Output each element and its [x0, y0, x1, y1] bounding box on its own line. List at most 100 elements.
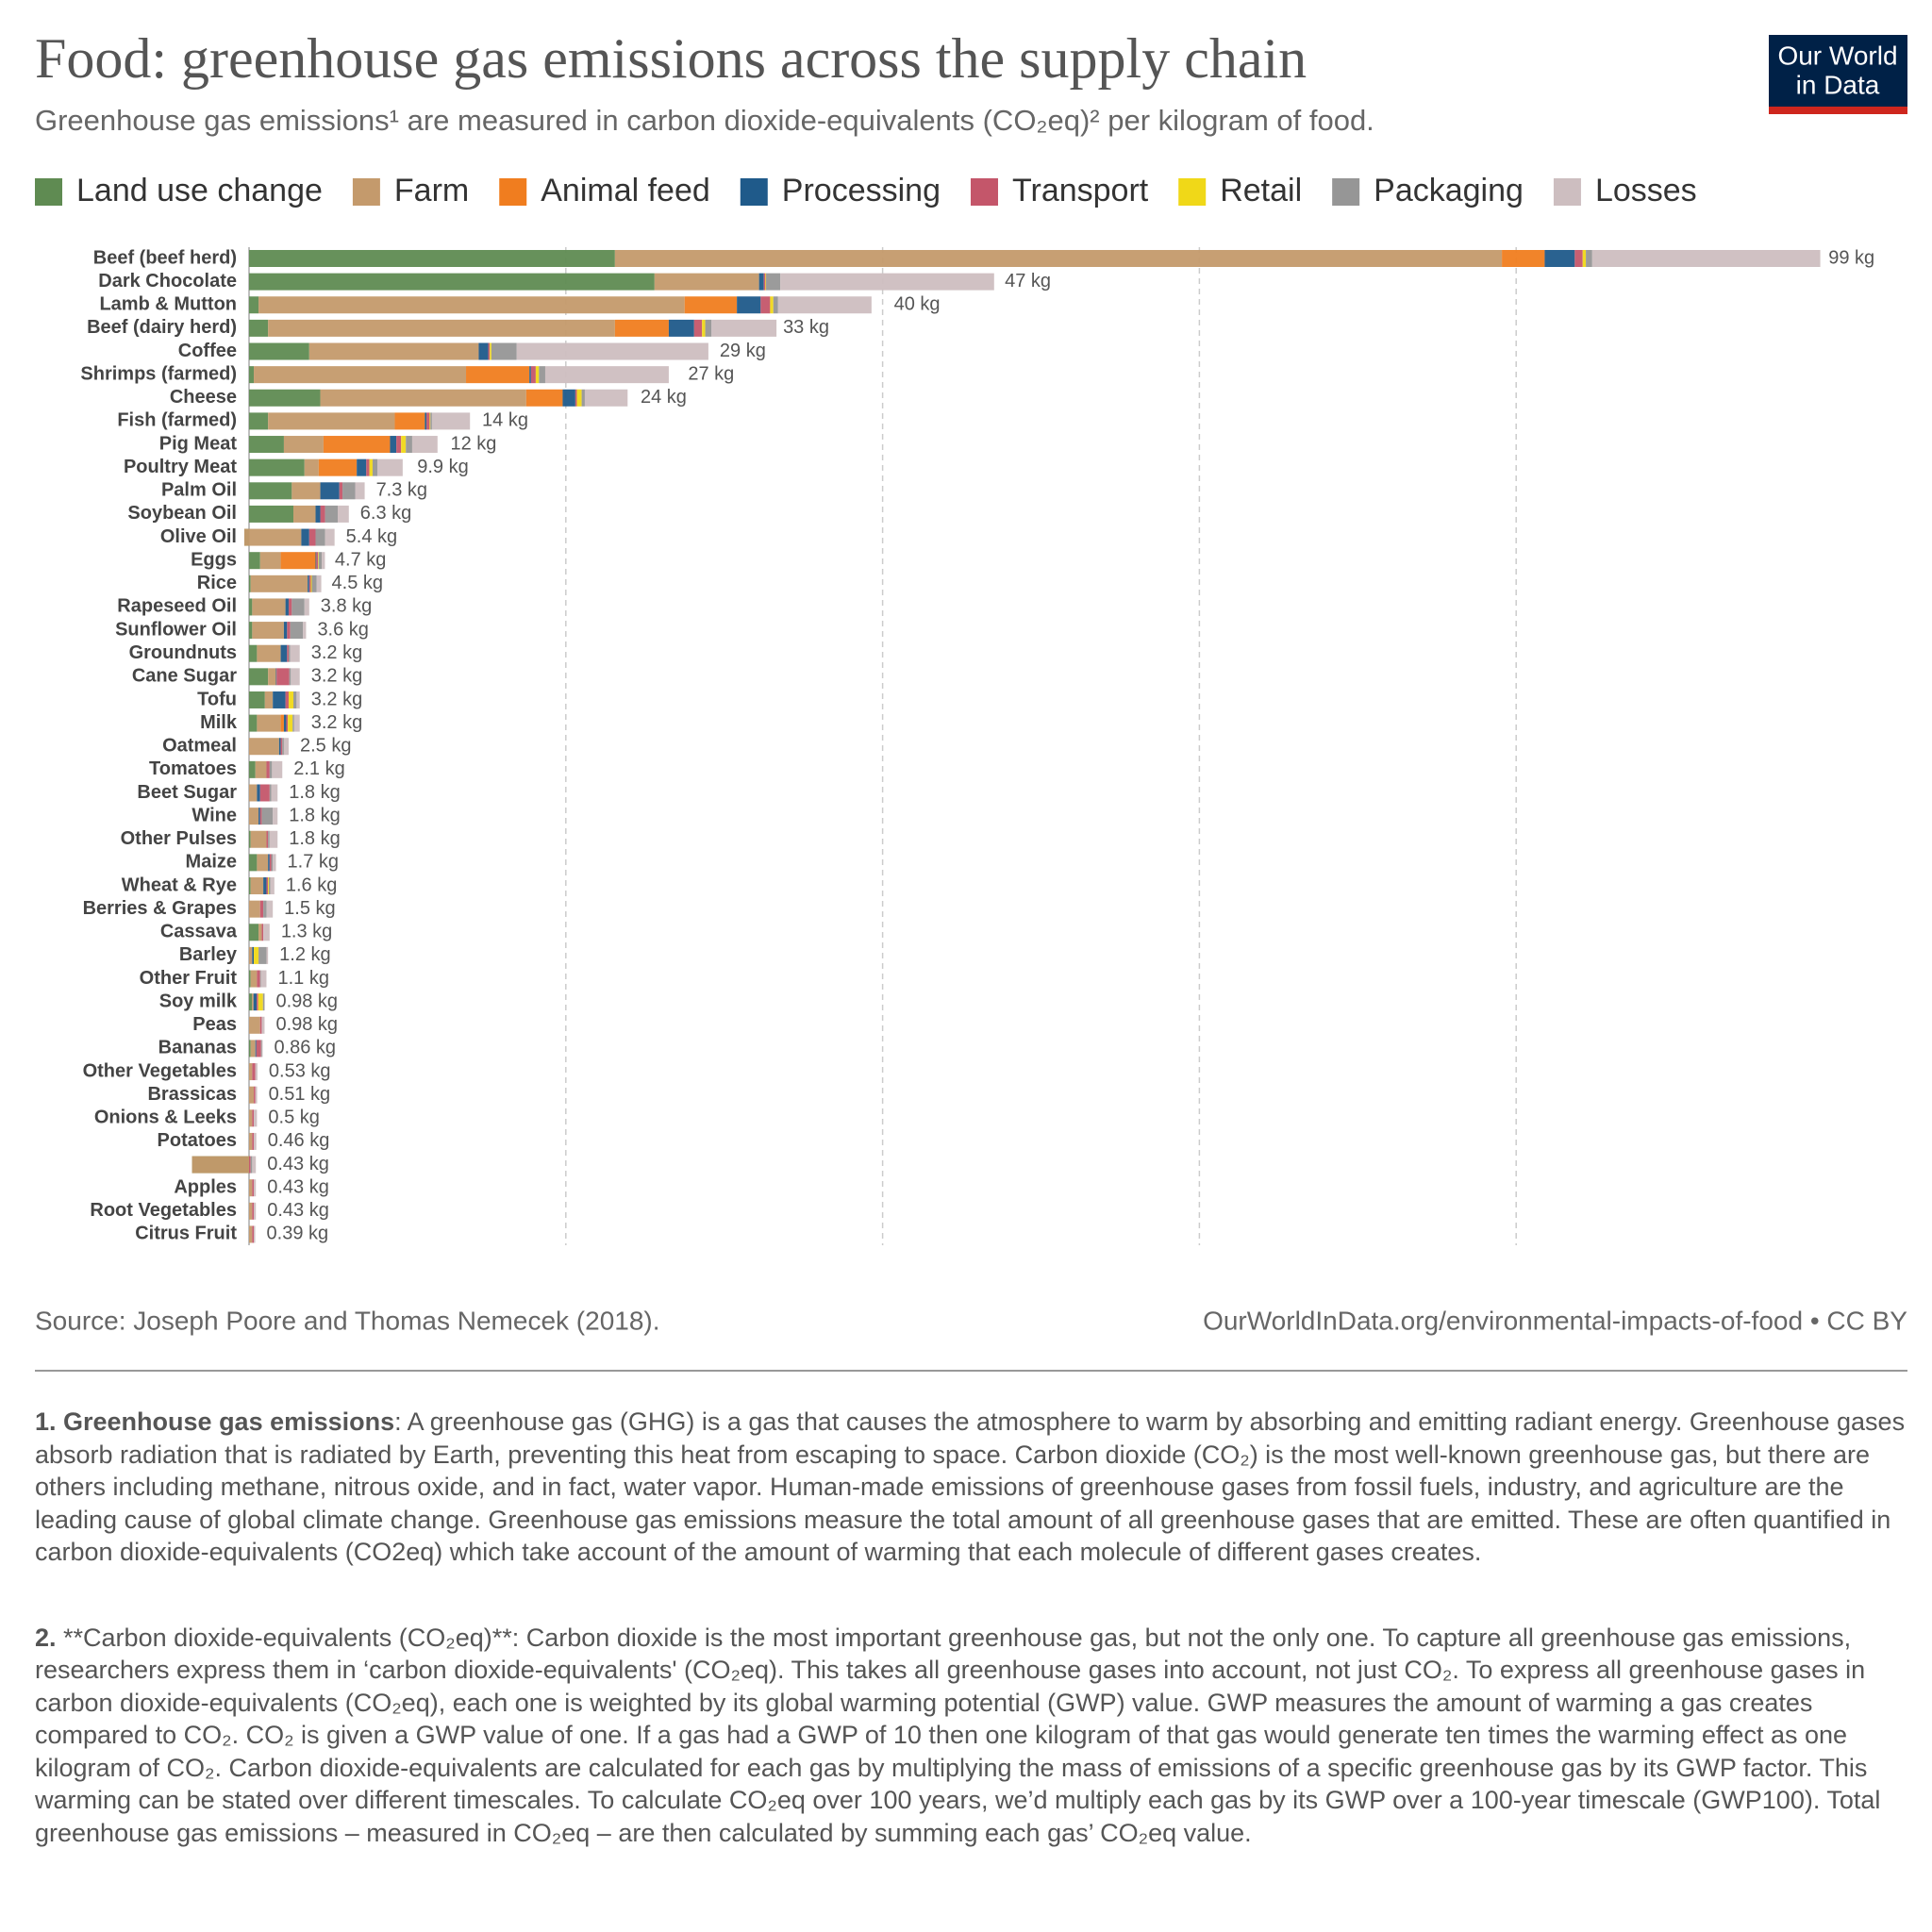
category-label: Root Vegetables: [90, 1200, 237, 1221]
bar-segment: [261, 1016, 265, 1034]
bar-segment: [249, 342, 309, 360]
bar-segment: [249, 1202, 253, 1220]
bar-segment: [288, 714, 293, 732]
value-label: 1.1 kg: [277, 968, 328, 989]
category-label: Pig Meat: [159, 433, 238, 454]
bar-segment: [259, 900, 264, 918]
logo-strip: [1769, 107, 1907, 114]
bar-segment: [1582, 250, 1587, 267]
bar-segment: [249, 1225, 253, 1243]
bar-segment: [357, 458, 367, 476]
bar-segment: [280, 644, 288, 662]
category-label: Tofu: [197, 689, 237, 709]
category-label: Cheese: [170, 387, 237, 408]
bar-segment: [257, 970, 260, 988]
chart: Food: greenhouse gas emissions across th…: [35, 27, 1907, 1372]
bar-segment: [372, 458, 377, 476]
bar-segment: [376, 458, 403, 476]
bar-segment: [765, 273, 767, 291]
bar-segment: [584, 389, 628, 407]
bar-segment: [269, 760, 273, 778]
bar-segment: [276, 668, 290, 686]
bar-segment: [401, 436, 407, 454]
category-label: Rapeseed Oil: [117, 596, 237, 617]
value-label: 2.5 kg: [300, 736, 351, 757]
bar-segment: [390, 436, 397, 454]
category-label: Peas: [192, 1014, 237, 1035]
bar-segment: [268, 668, 276, 686]
bar-segment: [257, 714, 281, 732]
bar-segment: [252, 1156, 257, 1174]
bar-segment: [249, 830, 251, 848]
category-label: Beef (beef herd): [93, 247, 237, 268]
bar-segment: [254, 1109, 258, 1127]
value-label: 0.86 kg: [274, 1038, 336, 1058]
bar-segment: [258, 924, 262, 941]
bar-segment: [264, 691, 274, 708]
value-label: 1.2 kg: [279, 944, 330, 965]
legend-label: Retail: [1220, 173, 1302, 208]
bar-segment: [325, 528, 335, 546]
category-label: Shrimps (farmed): [80, 363, 237, 384]
bar-segment: [272, 760, 283, 778]
value-label: 9.9 kg: [417, 457, 468, 477]
bar-segment: [292, 714, 294, 732]
value-label: 27 kg: [688, 363, 734, 384]
bar-segment: [355, 482, 365, 500]
bar-segment: [257, 784, 260, 802]
value-label: 7.3 kg: [376, 480, 427, 501]
bar-segment: [273, 691, 286, 708]
bar-segment: [283, 622, 288, 640]
bar-segment: [249, 575, 251, 592]
value-label: 40 kg: [894, 294, 941, 315]
bar-segment: [684, 296, 738, 314]
bar-segment: [255, 1040, 257, 1058]
value-label: 3.2 kg: [311, 712, 362, 733]
bar-segment: [249, 760, 256, 778]
bar-segment: [249, 691, 265, 708]
bar-segment: [266, 900, 274, 918]
bar-segment: [269, 784, 272, 802]
category-label: Tomatoes: [149, 758, 237, 779]
bar-segment: [289, 668, 291, 686]
value-label: 0.46 kg: [268, 1130, 330, 1151]
bar-segment: [320, 505, 325, 523]
bar-segment: [544, 366, 669, 384]
bar-segment: [576, 389, 582, 407]
legend-label: Farm: [394, 173, 469, 208]
bar-segment: [266, 946, 269, 964]
bar-segment: [285, 691, 289, 708]
value-label: 1.8 kg: [289, 805, 340, 825]
bar-segment: [539, 366, 545, 384]
footnote-label: 1. Greenhouse gas emissions: [35, 1407, 395, 1436]
category-label: Beef (dairy herd): [87, 317, 237, 338]
bar-segment: [770, 296, 774, 314]
bar-segment: [396, 436, 402, 454]
bar-segment: [253, 993, 258, 1011]
bar-segment: [269, 854, 272, 872]
category-label: Milk: [200, 712, 238, 733]
bar-segment: [318, 458, 358, 476]
bar-segment: [291, 598, 305, 616]
bar-segment: [249, 1063, 253, 1081]
value-label: 0.39 kg: [267, 1224, 329, 1244]
bar-segment: [254, 1225, 256, 1243]
bar-segment: [250, 970, 258, 988]
bar-segment: [758, 273, 764, 291]
bar-segment: [318, 552, 323, 570]
value-label: 0.43 kg: [267, 1176, 329, 1197]
bar-segment: [283, 738, 289, 756]
bar-segment: [766, 273, 781, 291]
bar-segment: [258, 946, 267, 964]
category-label: Other Vegetables: [83, 1060, 237, 1081]
bar-segment: [702, 319, 706, 337]
value-label: 0.5 kg: [268, 1108, 319, 1128]
legend-label: Packaging: [1374, 173, 1524, 208]
bar-segment: [260, 970, 267, 988]
legend-swatch: [1332, 178, 1360, 206]
value-label: 3.2 kg: [311, 689, 362, 709]
bar-segment: [1574, 250, 1583, 267]
bar-segment: [252, 1109, 255, 1127]
value-label: 33 kg: [783, 317, 829, 338]
logo-text: Our World: [1777, 41, 1897, 70]
